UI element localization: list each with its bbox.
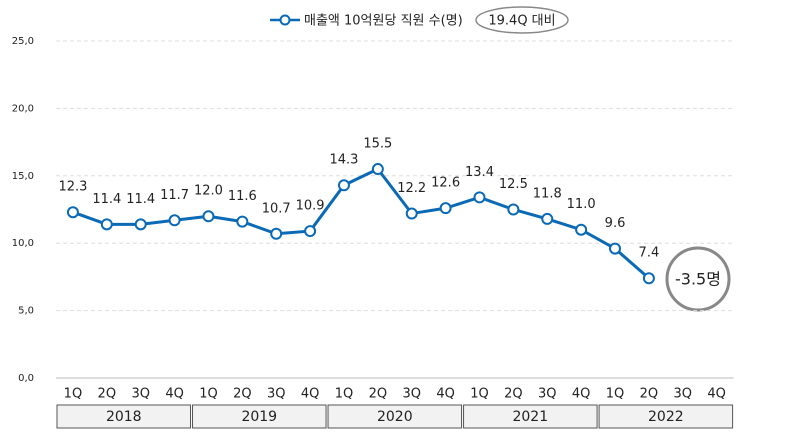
data-point [609, 242, 622, 255]
data-point [371, 163, 384, 176]
data-point [202, 210, 215, 223]
annotation: 19.4Q 대비 [488, 14, 555, 29]
data-label: 12.3 [58, 180, 87, 195]
data-point [337, 179, 350, 192]
annotation: -3.5명 [675, 270, 721, 289]
data-label: 11.4 [92, 192, 121, 207]
data-point [405, 207, 418, 220]
legend-label: 매출액 10억원당 직원 수(명) [304, 14, 463, 29]
x-tick-label: 1Q [199, 387, 218, 402]
x-tick-label: 1Q [606, 387, 625, 402]
x-tick-label: 2Q [98, 387, 117, 402]
data-point [473, 191, 486, 204]
x-tick-label: 2Q [640, 387, 659, 402]
data-point [575, 223, 588, 236]
x-tick-label: 3Q [674, 387, 693, 402]
data-label: 11.6 [228, 189, 257, 204]
year-label: 2022 [648, 409, 684, 425]
series-line [72, 167, 650, 280]
legend-marker [279, 14, 291, 26]
data-label: 15.5 [363, 137, 392, 152]
data-label: 11.4 [126, 192, 155, 207]
year-label: 2021 [512, 409, 548, 425]
year-label: 2019 [241, 409, 277, 425]
x-tick-label: 4Q [165, 387, 184, 402]
y-tick-label: 5,0 [18, 306, 34, 317]
data-point [100, 218, 113, 231]
data-label: 12.0 [194, 184, 223, 199]
x-tick-label: 3Q [538, 387, 557, 402]
data-label: 9.6 [605, 216, 626, 231]
data-point [507, 203, 520, 216]
data-label: 11.0 [567, 197, 596, 212]
year-label: 2018 [106, 409, 142, 425]
data-label: 12.6 [431, 176, 460, 191]
year-cell [56, 404, 192, 429]
x-tick-label: 1Q [470, 387, 489, 402]
data-point [134, 218, 147, 231]
data-point [642, 272, 655, 285]
data-label: 11.8 [533, 186, 562, 201]
data-label: 14.3 [330, 153, 359, 168]
year-cell [598, 404, 734, 429]
annotation-circle [665, 246, 731, 312]
y-tick-label: 10,0 [12, 238, 34, 249]
x-tick-label: 4Q [301, 387, 320, 402]
data-point [439, 202, 452, 215]
x-tick-label: 4Q [436, 387, 455, 402]
data-label: 12.5 [499, 177, 528, 192]
data-point [66, 206, 79, 219]
x-tick-label: 3Q [267, 387, 286, 402]
data-label: 12.2 [397, 181, 426, 196]
x-tick-label: 4Q [707, 387, 726, 402]
x-tick-label: 2Q [233, 387, 252, 402]
x-tick-label: 2Q [369, 387, 388, 402]
x-tick-label: 3Q [131, 387, 150, 402]
data-point [236, 215, 249, 228]
x-tick-label: 1Q [64, 387, 83, 402]
y-tick-label: 15,0 [12, 171, 34, 182]
data-label: 10.7 [262, 201, 291, 216]
data-label: 11.7 [160, 188, 189, 203]
x-tick-label: 4Q [572, 387, 591, 402]
annotation-ellipse [475, 6, 569, 34]
data-point [270, 227, 283, 240]
year-cell [192, 404, 327, 429]
x-tick-label: 3Q [402, 387, 421, 402]
year-cell [327, 404, 463, 429]
data-label: 13.4 [465, 165, 494, 180]
y-tick-label: 0,0 [18, 373, 34, 384]
y-tick-label: 20,0 [12, 103, 34, 114]
x-tick-label: 2Q [504, 387, 523, 402]
data-point [541, 212, 554, 225]
y-tick-label: 25,0 [12, 36, 34, 47]
year-label: 2020 [377, 409, 413, 425]
data-point [168, 214, 181, 227]
data-label: 10.9 [296, 199, 325, 214]
x-tick-label: 1Q [335, 387, 354, 402]
data-point [304, 225, 317, 238]
data-label: 7.4 [639, 246, 660, 261]
year-cell [463, 404, 598, 429]
